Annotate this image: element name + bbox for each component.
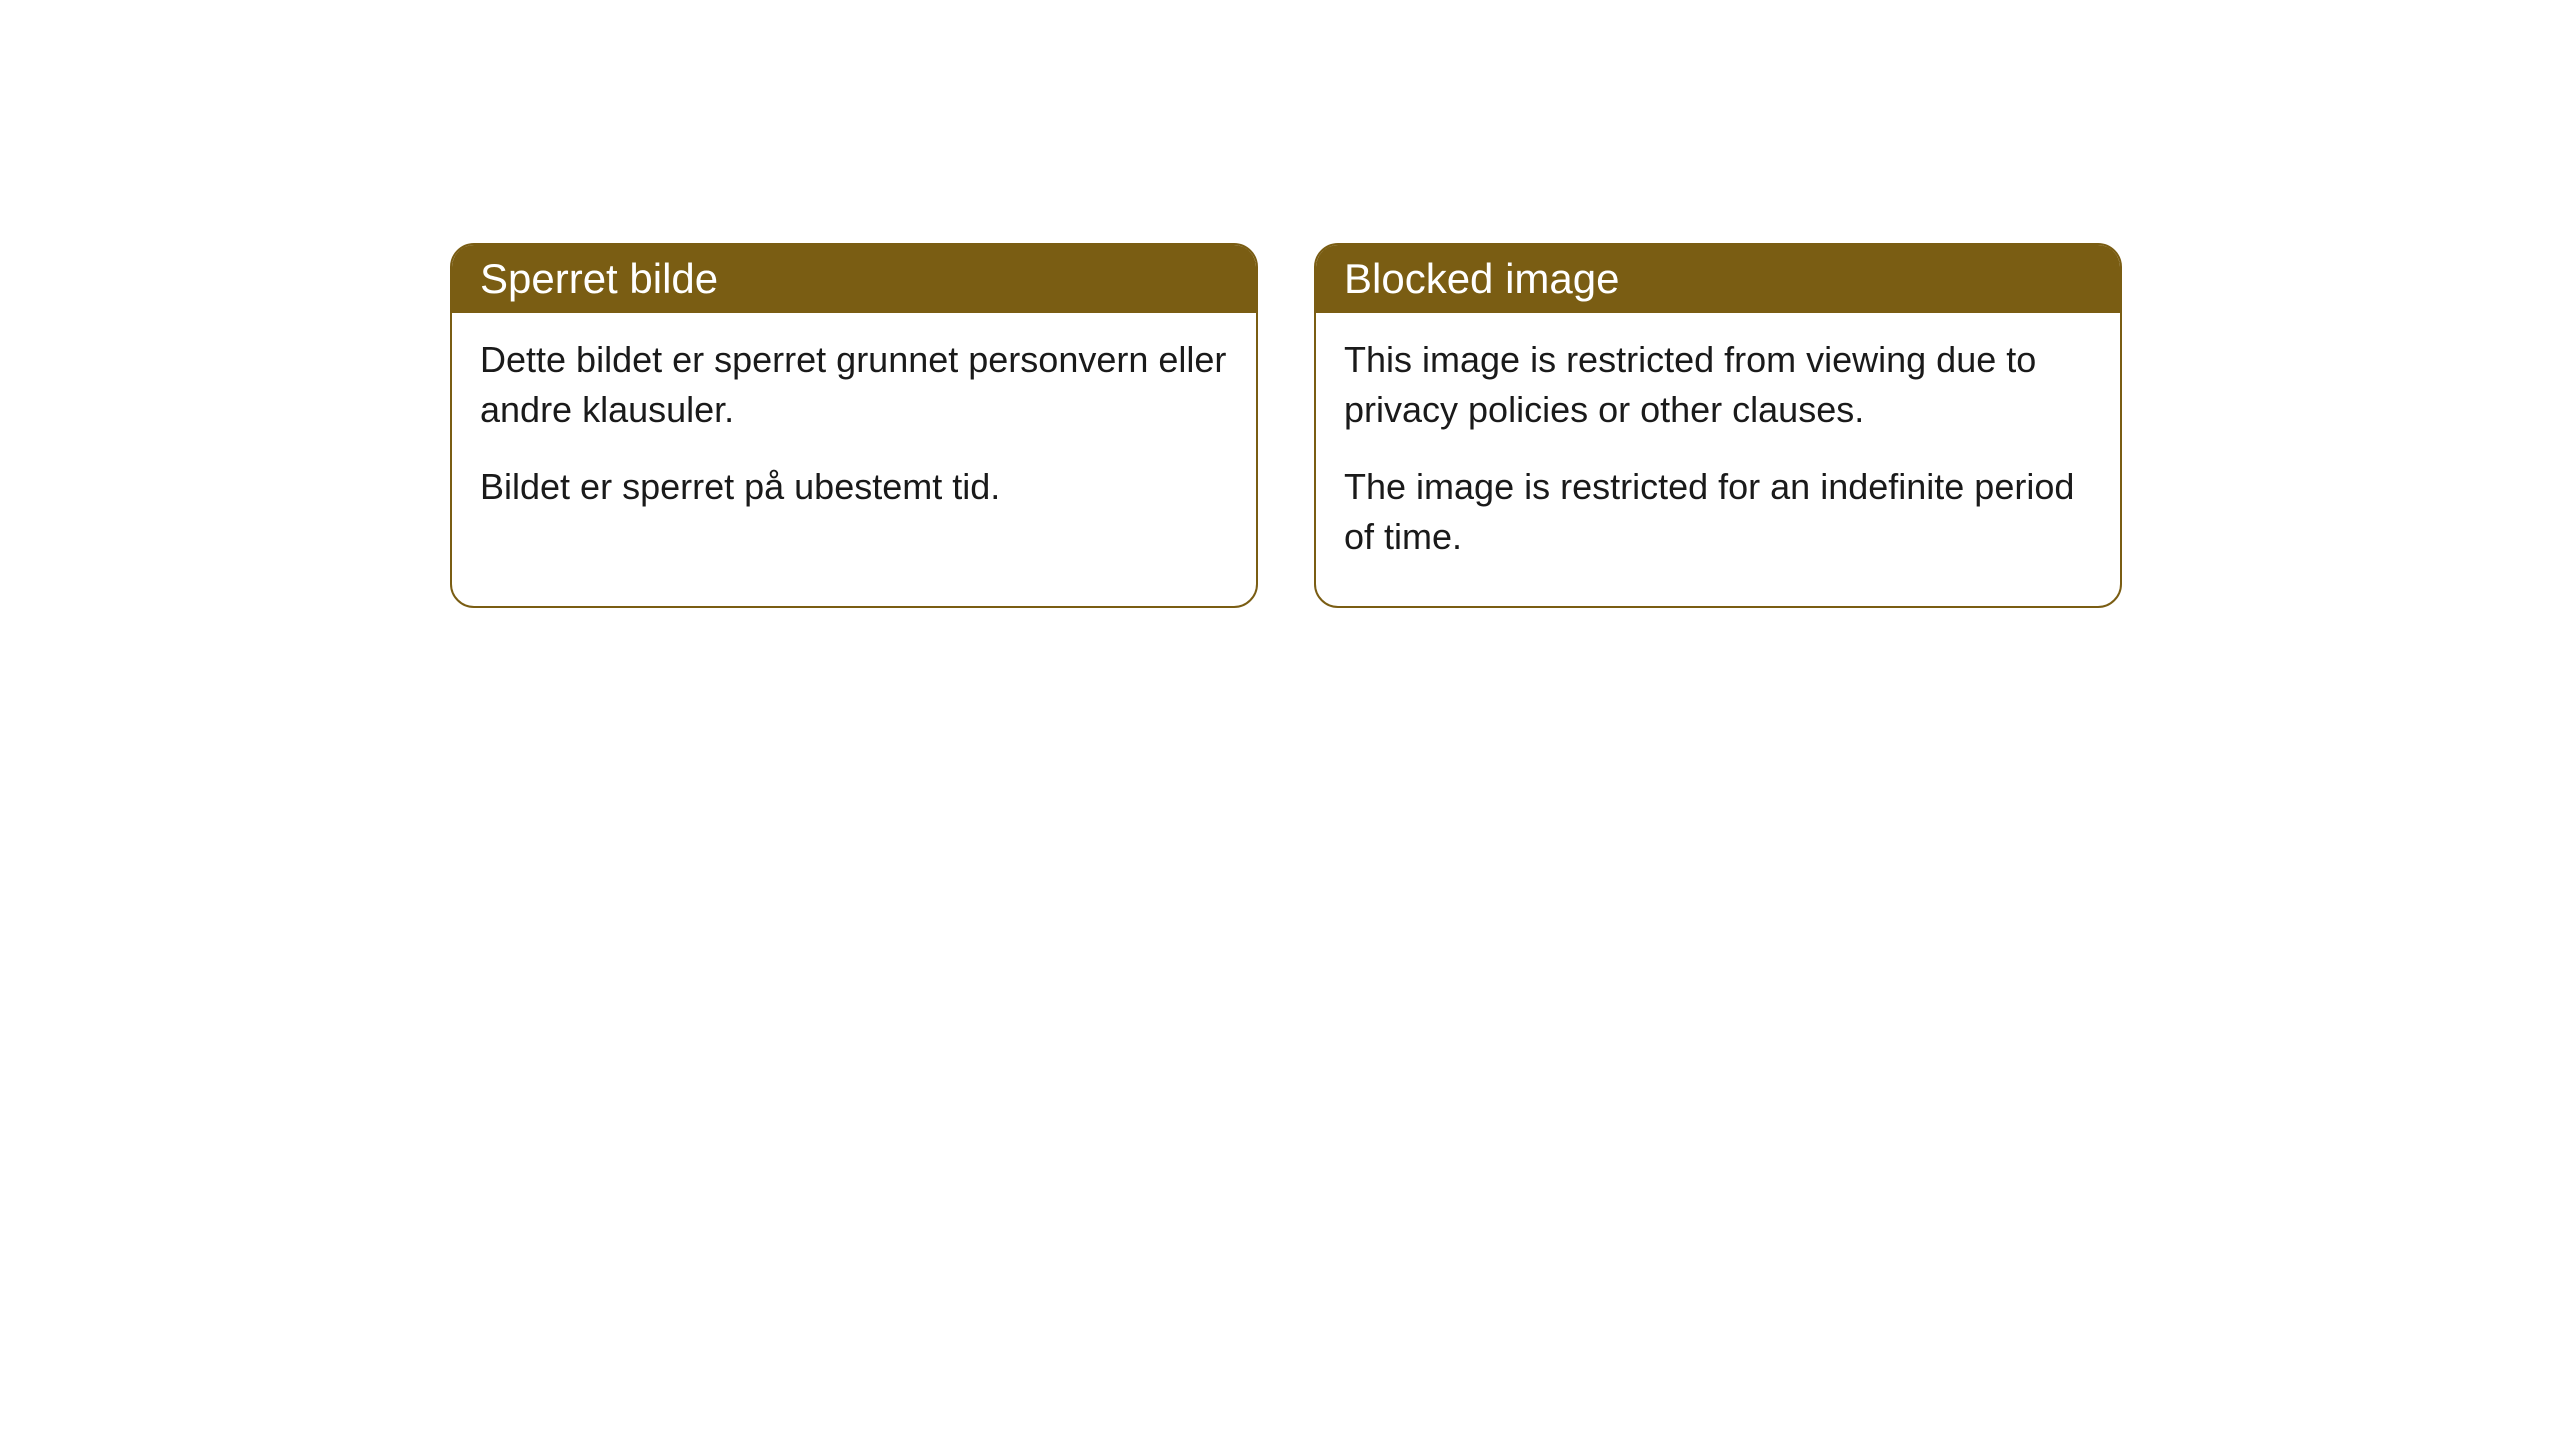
- card-header: Sperret bilde: [452, 245, 1256, 313]
- blocked-image-card-english: Blocked image This image is restricted f…: [1314, 243, 2122, 608]
- card-paragraph-1: Dette bildet er sperret grunnet personve…: [480, 335, 1228, 434]
- card-title: Sperret bilde: [480, 255, 718, 302]
- card-paragraph-2: The image is restricted for an indefinit…: [1344, 462, 2092, 561]
- card-paragraph-2: Bildet er sperret på ubestemt tid.: [480, 462, 1228, 512]
- card-body: Dette bildet er sperret grunnet personve…: [452, 313, 1256, 556]
- blocked-image-card-norwegian: Sperret bilde Dette bildet er sperret gr…: [450, 243, 1258, 608]
- card-header: Blocked image: [1316, 245, 2120, 313]
- card-paragraph-1: This image is restricted from viewing du…: [1344, 335, 2092, 434]
- card-body: This image is restricted from viewing du…: [1316, 313, 2120, 606]
- notice-cards-container: Sperret bilde Dette bildet er sperret gr…: [450, 243, 2122, 608]
- card-title: Blocked image: [1344, 255, 1619, 302]
